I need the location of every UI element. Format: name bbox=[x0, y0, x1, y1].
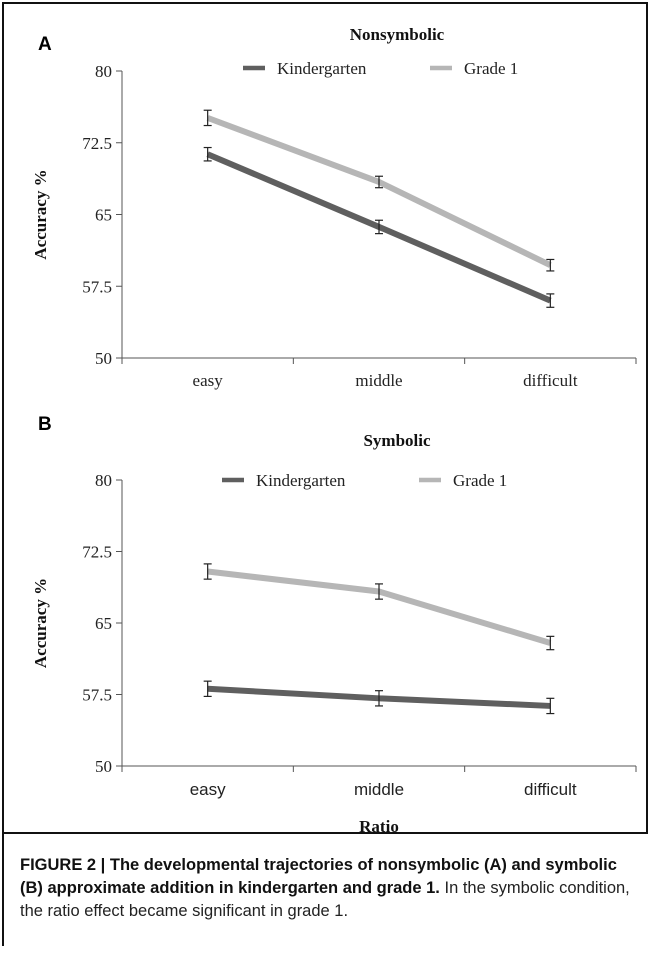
chart-symbolic: Symbolic Kindergarten Grade 1 80 72.5 65 57.5 5… bbox=[31, 431, 637, 836]
y-tick-label-4: 50 bbox=[95, 757, 112, 776]
caption-bold: FIGURE 2 | The developmental trajectorie… bbox=[20, 856, 617, 897]
legend-label-1: Grade 1 bbox=[464, 59, 518, 78]
y-tick-label-1: 72.5 bbox=[82, 134, 112, 153]
chart-title: Nonsymbolic bbox=[350, 25, 445, 44]
series-line-1 bbox=[207, 568, 552, 646]
x-tick-label-2: difficult bbox=[523, 371, 578, 390]
y-tick-label-4: 50 bbox=[95, 349, 112, 368]
y-tick-label-1: 72.5 bbox=[82, 543, 112, 562]
x-tick-label-0: easy bbox=[193, 371, 224, 390]
x-tick-label-2: difficult bbox=[524, 780, 577, 799]
panel-label-a: A bbox=[38, 34, 52, 55]
chart-title: Symbolic bbox=[363, 431, 431, 450]
x-axis-label: Ratio bbox=[359, 817, 399, 836]
y-tick-label-2: 65 bbox=[95, 614, 112, 633]
x-tick-label-0: easy bbox=[190, 780, 226, 799]
y-tick-label-3: 57.5 bbox=[82, 686, 112, 705]
x-tick-label-1: middle bbox=[354, 780, 404, 799]
legend-label-1: Grade 1 bbox=[453, 471, 507, 490]
figure-caption: FIGURE 2 | The developmental trajectorie… bbox=[20, 854, 640, 923]
y-tick-label-0: 80 bbox=[95, 62, 112, 81]
caption-text: In the symbolic condition, the ratio eff… bbox=[20, 879, 630, 920]
x-tick-label-1: middle bbox=[355, 371, 402, 390]
figure-frame bbox=[2, 2, 648, 946]
series-line-1 bbox=[206, 115, 552, 268]
y-tick-label-0: 80 bbox=[95, 471, 112, 490]
y-axis-label: Accuracy % bbox=[31, 578, 50, 668]
chart-nonsymbolic: Nonsymbolic Kindergarten Grade 1 80 72.5 65 57… bbox=[31, 25, 637, 390]
figure-frame-bottom bbox=[2, 832, 648, 834]
y-axis-label: Accuracy % bbox=[31, 169, 50, 259]
legend-label-0: Kindergarten bbox=[277, 59, 367, 78]
legend-label-0: Kindergarten bbox=[256, 471, 346, 490]
y-tick-label-2: 65 bbox=[95, 206, 112, 225]
panel-label-b: B bbox=[38, 414, 52, 435]
y-tick-label-3: 57.5 bbox=[82, 277, 112, 296]
